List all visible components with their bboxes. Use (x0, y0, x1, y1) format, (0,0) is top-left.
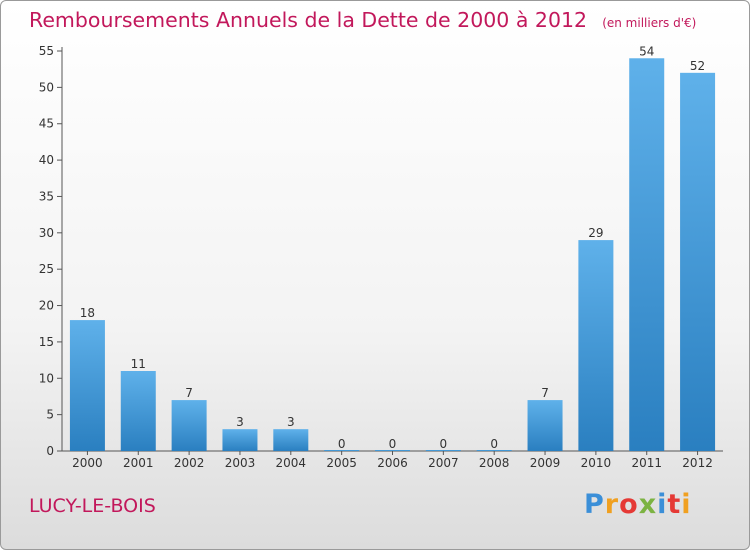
logo-letter: o (619, 489, 639, 520)
bar (324, 450, 360, 451)
commune-name: LUCY-LE-BOIS (29, 495, 156, 517)
x-tick-label: 2012 (682, 456, 713, 470)
data-label: 0 (440, 437, 448, 451)
bar (476, 450, 512, 451)
y-tick-label: 20 (39, 299, 54, 313)
bar (425, 450, 461, 451)
proxiti-logo: Proxiti (584, 489, 692, 520)
x-tick-label: 2005 (326, 456, 357, 470)
bar (273, 429, 309, 451)
logo-letter: x (638, 489, 658, 520)
title-row: Remboursements Annuels de la Dette de 20… (29, 8, 696, 32)
y-tick-label: 15 (39, 335, 54, 349)
x-tick-label: 2000 (72, 456, 103, 470)
data-labels: 18 11 7 3 3 0 0 0 0 7 29 54 52 (80, 44, 705, 451)
logo-letter: t (667, 489, 682, 520)
y-tick-label: 35 (39, 189, 54, 203)
data-label: 0 (490, 437, 498, 451)
y-tick-label: 45 (39, 117, 54, 131)
logo-letter: i (657, 489, 668, 520)
x-tick-label: 2011 (631, 456, 662, 470)
x-tick-label: 2004 (276, 456, 307, 470)
bar (578, 240, 614, 451)
logo-letter: r (604, 489, 620, 520)
data-label: 11 (131, 357, 146, 371)
y-tick-label: 40 (39, 153, 54, 167)
x-tick-label: 2007 (428, 456, 459, 470)
data-label: 7 (541, 386, 549, 400)
x-tick-label: 2001 (123, 456, 154, 470)
data-label: 18 (80, 306, 95, 320)
bar (629, 58, 665, 451)
chart-title: Remboursements Annuels de la Dette de 20… (29, 8, 588, 32)
data-label: 3 (236, 415, 244, 429)
y-tick-label: 30 (39, 226, 54, 240)
bar (222, 429, 258, 451)
x-tick-label: 2008 (479, 456, 510, 470)
y-tick-label: 50 (39, 80, 54, 94)
y-tick-label: 55 (39, 44, 54, 58)
y-tick-label: 0 (46, 444, 54, 458)
data-label: 7 (185, 386, 193, 400)
y-tick-label: 10 (39, 371, 54, 385)
logo-letter: i (681, 489, 692, 520)
data-label: 52 (690, 59, 705, 73)
data-label: 3 (287, 415, 295, 429)
y-tick-label: 5 (46, 408, 54, 422)
logo-letter: P (584, 489, 605, 520)
bar (680, 72, 716, 452)
x-tick-label: 2009 (530, 456, 561, 470)
bars (69, 58, 716, 452)
bar (69, 320, 105, 451)
bar (120, 371, 156, 451)
x-tick-label: 2003 (225, 456, 256, 470)
data-label: 54 (639, 44, 654, 58)
data-label: 0 (389, 437, 397, 451)
x-tick-label: 2006 (377, 456, 408, 470)
x-tick-label: 2010 (581, 456, 612, 470)
data-label: 0 (338, 437, 346, 451)
x-tick-label: 2002 (174, 456, 205, 470)
y-tick-label: 25 (39, 262, 54, 276)
bar (527, 400, 563, 451)
bar (171, 400, 207, 451)
chart-subtitle: (en milliers d'€) (602, 16, 697, 30)
data-label: 29 (588, 226, 603, 240)
bar (375, 450, 410, 451)
